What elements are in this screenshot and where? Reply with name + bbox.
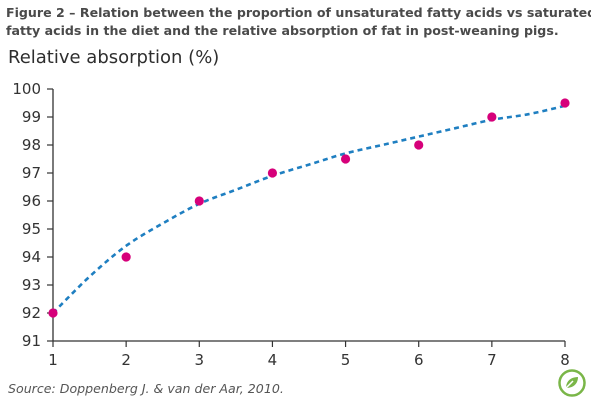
figure-title-line-1: Figure 2 – Relation between the proporti…	[6, 5, 591, 20]
y-tick-label: 93	[22, 276, 41, 294]
y-tick-label: 97	[22, 164, 41, 182]
x-tick-label: 4	[268, 351, 278, 369]
figure-title-line-2: fatty acids in the diet and the relative…	[6, 23, 559, 38]
x-tick-label: 8	[560, 351, 570, 369]
x-tick-label: 7	[487, 351, 497, 369]
data-point	[48, 308, 58, 318]
y-tick-label: 96	[22, 192, 41, 210]
leaf-logo-icon	[558, 369, 586, 397]
y-tick-label: 100	[12, 80, 41, 98]
data-point	[560, 98, 570, 108]
data-point	[487, 112, 497, 122]
x-tick-label: 3	[195, 351, 205, 369]
x-tick-label: 2	[121, 351, 131, 369]
source-caption: Source: Doppenberg J. & van der Aar, 201…	[8, 381, 284, 396]
data-point	[194, 196, 204, 206]
data-point	[414, 140, 424, 150]
y-tick-label: 94	[22, 248, 41, 266]
y-axis-label: Relative absorption (%)	[8, 47, 220, 68]
data-point	[340, 154, 351, 164]
y-tick-label: 91	[22, 332, 41, 350]
data-point	[267, 168, 278, 178]
y-tick-label: 98	[22, 136, 41, 154]
trend-line	[52, 104, 566, 314]
y-tick-label: 95	[22, 220, 41, 238]
figure-title: Figure 2 – Relation between the proporti…	[6, 4, 591, 40]
x-tick-label: 6	[414, 351, 424, 369]
x-tick-label: 5	[341, 351, 351, 369]
y-tick-label: 92	[22, 304, 41, 322]
y-tick-label: 99	[22, 108, 41, 126]
x-tick-label: 1	[48, 351, 58, 369]
data-point	[121, 252, 131, 262]
